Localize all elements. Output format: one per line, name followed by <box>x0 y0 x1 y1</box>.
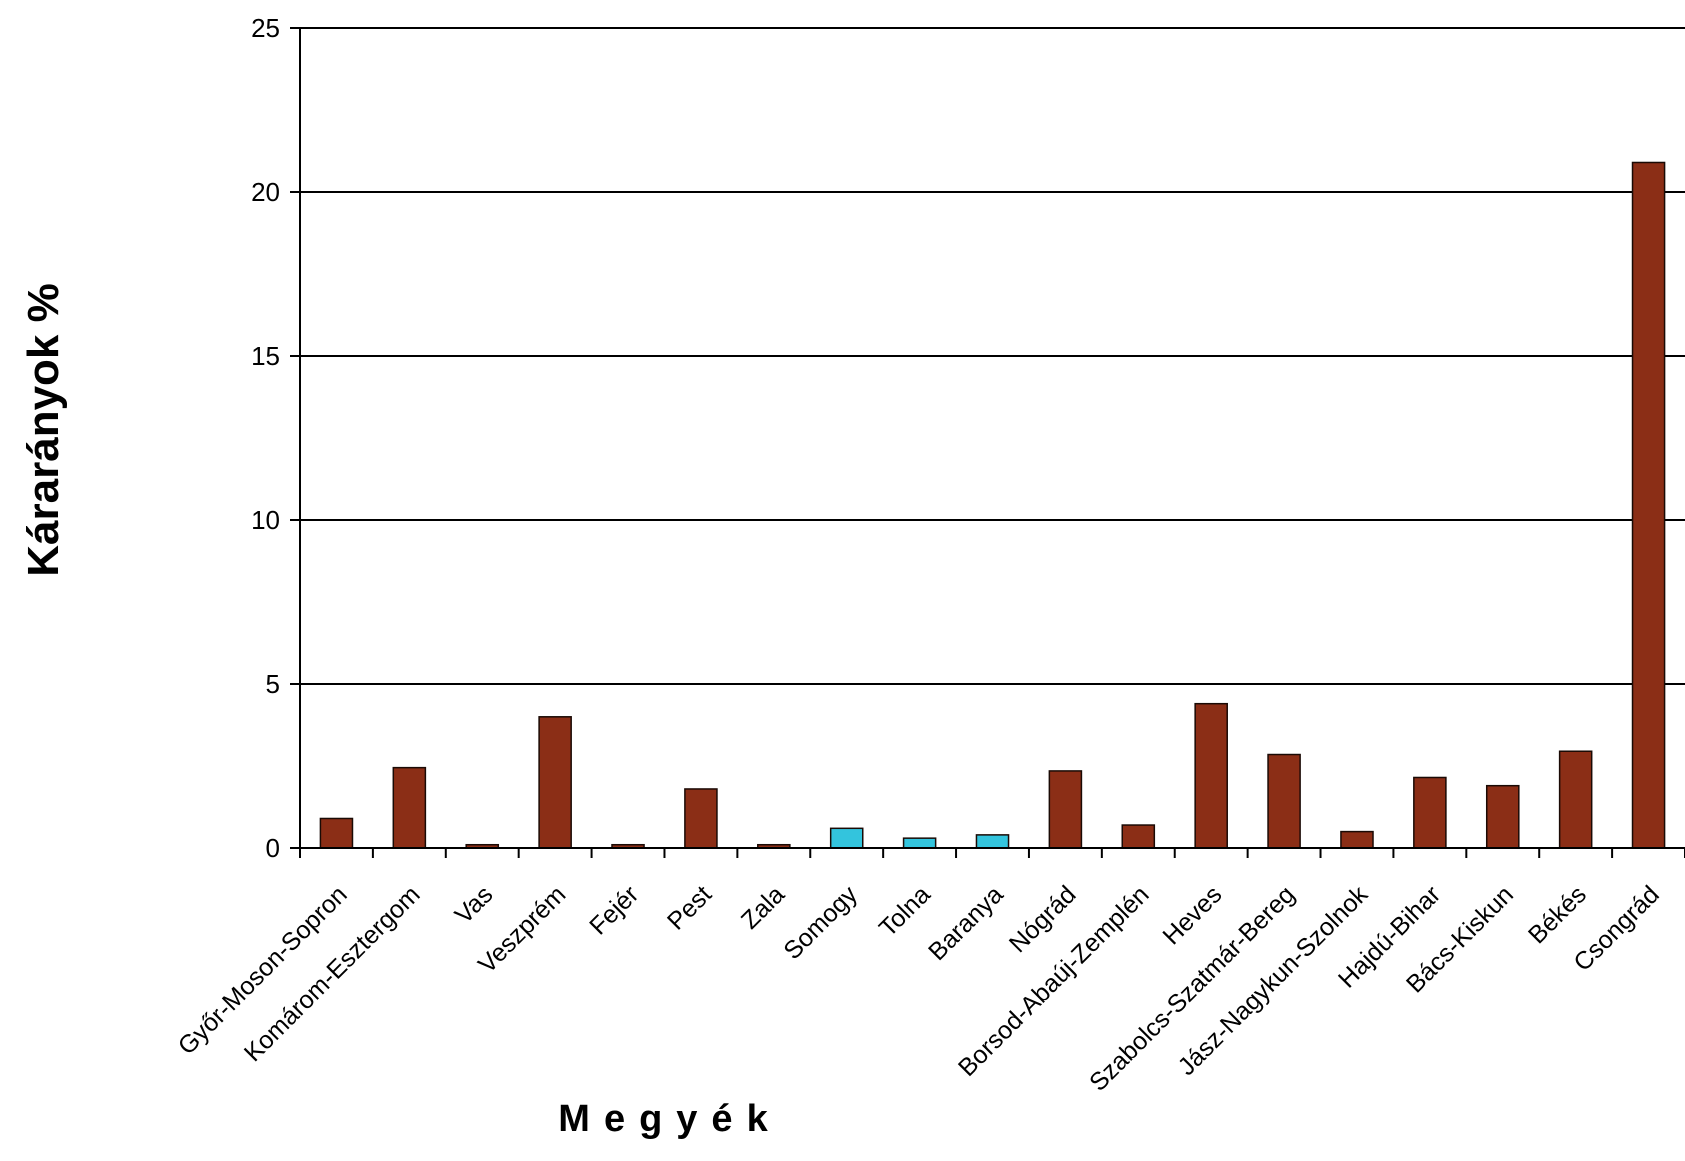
bar <box>684 788 718 849</box>
y-tick-label: 25 <box>251 13 280 43</box>
bar <box>975 834 1010 849</box>
bar <box>1485 784 1520 849</box>
x-tick-label: Tolna <box>874 880 936 942</box>
bar <box>1267 753 1301 849</box>
bar <box>829 827 864 849</box>
axes <box>299 28 1685 849</box>
bar <box>902 837 937 849</box>
x-tick-label: Fejér <box>584 880 644 940</box>
x-tick-label: Baranya <box>923 880 1009 966</box>
x-tick-label: Pest <box>662 880 717 935</box>
x-tick-label: Somogy <box>778 880 863 965</box>
y-tick-label: 10 <box>251 505 280 535</box>
bar <box>1194 702 1228 849</box>
bar <box>1048 770 1083 849</box>
gridlines <box>300 27 1685 685</box>
bars <box>319 161 1666 849</box>
bar <box>1340 830 1374 849</box>
x-axis-title: Megyék <box>558 1098 781 1140</box>
bar <box>1413 776 1447 849</box>
bar <box>319 817 354 849</box>
x-tick-label: Békés <box>1523 880 1592 949</box>
bar <box>1121 824 1156 849</box>
y-axis-title: Kárarányok % <box>19 283 68 576</box>
y-tick-label: 20 <box>251 177 280 207</box>
x-tick-label: Heves <box>1158 880 1228 950</box>
bar <box>392 766 427 849</box>
bar <box>1558 750 1593 849</box>
x-tick-label: Zala <box>736 880 790 934</box>
y-axis-ticks: 0 5 10 15 20 25 <box>251 13 300 863</box>
y-tick-label: 5 <box>266 669 280 699</box>
y-tick-label: 15 <box>251 341 280 371</box>
y-tick-label: 0 <box>266 833 280 863</box>
bar <box>1631 161 1666 849</box>
x-tick-label: Vas <box>450 880 499 929</box>
bar <box>538 716 572 849</box>
